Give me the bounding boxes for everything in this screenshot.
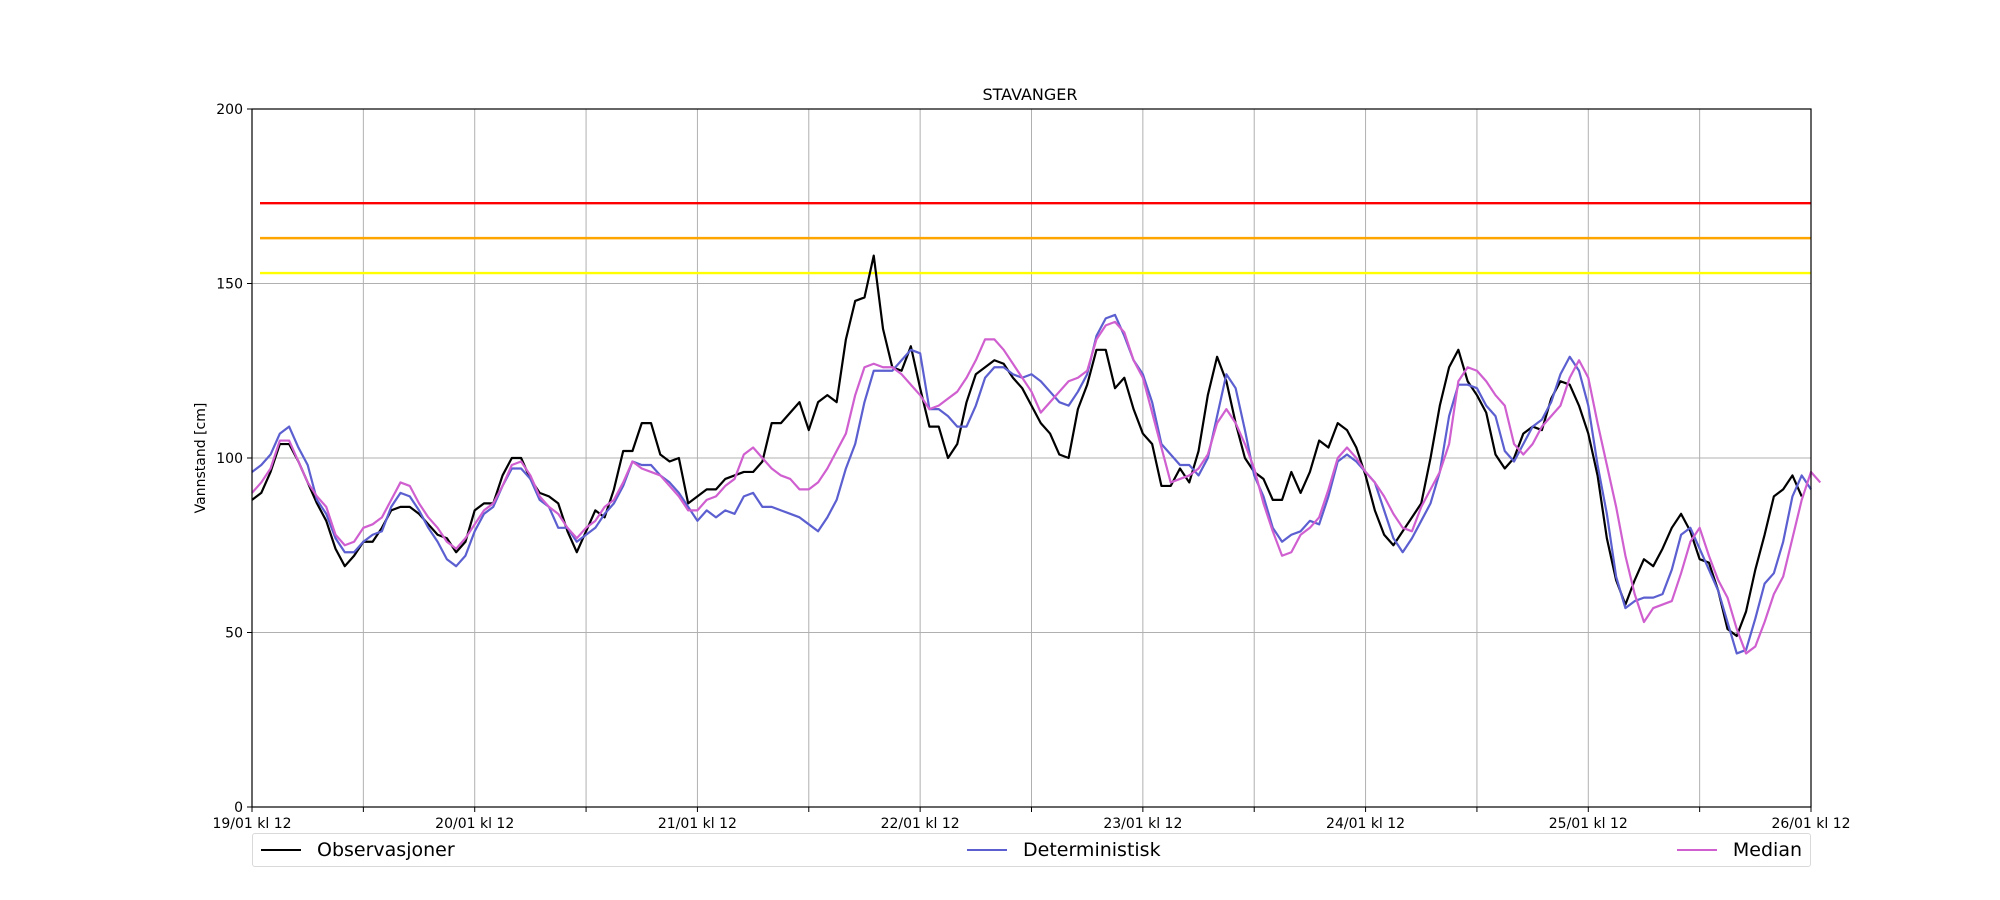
y-tick-label: 50 [225,626,243,642]
y-axis: 0 50 100 150 200 [216,102,252,816]
legend-item: Median [1676,834,1802,866]
x-tick-label: 22/01 kl 12 [881,816,960,832]
y-tick-label: 150 [216,277,243,293]
x-tick-label: 23/01 kl 12 [1103,816,1182,832]
legend-swatch [261,849,301,851]
legend-swatch [1676,849,1717,851]
x-axis: 19/01 kl 12 20/01 kl 12 21/01 kl 12 22/01 k… [212,807,1851,832]
legend-label: Deterministisk [1023,839,1161,861]
legend-label: Median [1732,839,1802,861]
y-tick-label: 0 [234,800,243,816]
threshold-lines [260,202,1811,275]
x-tick-label: 20/01 kl 12 [435,816,514,832]
y-tick-label: 200 [216,102,243,118]
series-line-median [251,320,1822,655]
grid-lines [251,108,1812,808]
x-tick-label: 25/01 kl 12 [1549,816,1628,832]
series-line-deterministisk [251,313,1812,655]
series-line-observasjoner [251,254,1803,638]
legend-item: Deterministisk [967,834,1161,866]
x-tick-label: 19/01 kl 12 [212,816,291,832]
legend-swatch [967,849,1007,851]
legend-item: Observasjoner [261,834,455,866]
data-series [251,254,1822,655]
y-axis-label: Vannstand [cm] [193,403,209,514]
y-tick-label: 100 [216,451,243,467]
x-tick-label: 24/01 kl 12 [1326,816,1405,832]
legend: Observasjoner Deterministisk Median [252,833,1811,867]
x-tick-label: 26/01 kl 12 [1771,816,1850,832]
chart-title: STAVANGER [982,85,1077,104]
x-tick-label: 21/01 kl 12 [658,816,737,832]
legend-label: Observasjoner [317,839,455,861]
